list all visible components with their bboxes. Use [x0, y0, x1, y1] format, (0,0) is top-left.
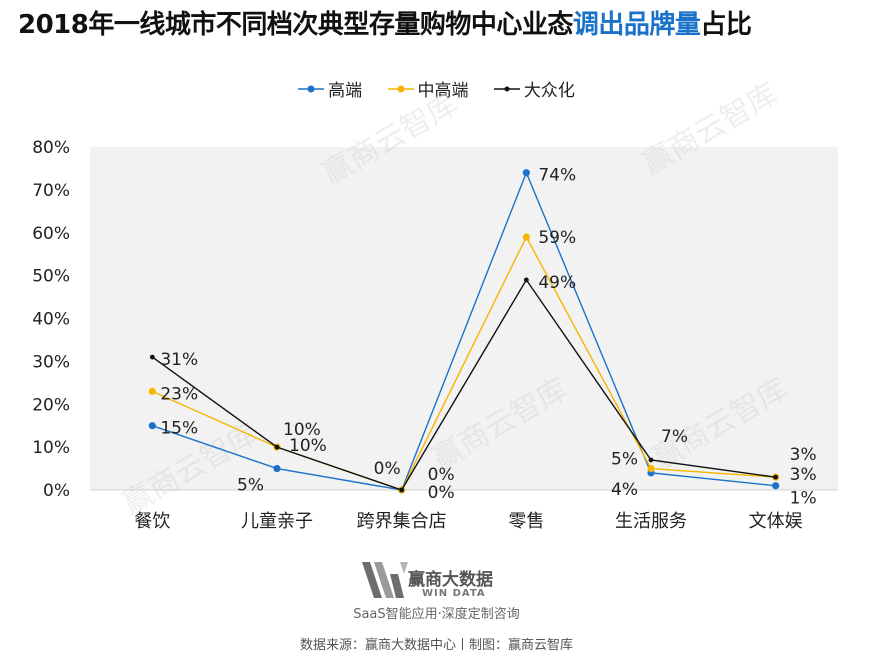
data-point-2-4 [648, 457, 654, 463]
data-point-1-4 [647, 464, 655, 473]
plot-area [90, 147, 838, 490]
data-point-2-2 [399, 487, 405, 493]
win-data-logo [362, 562, 408, 598]
data-label-2-0: 31% [160, 350, 198, 370]
data-label-0-0: 15% [160, 419, 198, 439]
legend-marker-mass [493, 86, 520, 91]
series-line-1 [152, 235, 776, 491]
data-point-0-1 [273, 464, 281, 473]
data-point-2-0 [149, 354, 155, 360]
y-tick-label: 40% [32, 310, 70, 330]
legend-marker-high [298, 85, 325, 92]
data-label-1-2: 0% [428, 465, 455, 485]
legend-label-mass: 大众化 [523, 81, 575, 101]
y-tick-label: 80% [32, 138, 70, 158]
logo-subtext: WIN DATA [422, 588, 486, 599]
data-label-1-5: 3% [790, 465, 817, 485]
legend-item-midhigh: 中高端 [387, 76, 469, 101]
y-tick-label: 10% [32, 438, 70, 458]
chart-title: 2018年一线城市不同档次典型存量购物中心业态调出品牌量占比 [18, 4, 858, 41]
tagline: SaaS智能应用·深度定制咨询 [353, 607, 520, 622]
data-label-2-2: 0% [428, 483, 455, 503]
data-point-0-5 [772, 482, 780, 490]
y-tick-label: 0% [43, 481, 70, 501]
data-label-2-1: 10% [289, 436, 327, 456]
x-tick-label: 生活服务 [615, 511, 687, 532]
data-point-1-0 [148, 387, 156, 395]
x-tick-label: 文体娱 [749, 511, 803, 532]
y-tick-label: 20% [32, 395, 70, 415]
title-part1: 2018年一线城市不同档次典型存量购物中心业态 [18, 10, 573, 40]
data-point-2-1 [274, 444, 280, 450]
data-label-1-3: 59% [538, 228, 576, 248]
data-label-0-5: 1% [790, 489, 817, 509]
legend-label-high: 高端 [328, 81, 363, 101]
y-tick-label: 70% [32, 181, 70, 201]
y-tick-label: 50% [32, 267, 70, 287]
data-label-1-0: 23% [160, 384, 198, 404]
data-source: 数据来源：赢商大数据中心丨制图：赢商云智库 [299, 638, 573, 653]
data-label-1-4: 5% [611, 450, 638, 470]
y-tick-label: 30% [32, 352, 70, 372]
legend-label-midhigh: 中高端 [417, 81, 469, 101]
logo-text: 赢商大数据 [408, 570, 493, 590]
data-label-1-1: 10% [283, 420, 321, 440]
data-point-1-3 [522, 233, 530, 241]
legend-item-mass: 大众化 [493, 76, 575, 101]
data-point-2-5 [773, 474, 779, 480]
x-tick-label: 餐饮 [134, 511, 170, 532]
data-label-0-2: 0% [374, 459, 401, 479]
x-tick-label: 儿童亲子 [241, 511, 313, 532]
data-label-0-4: 4% [611, 480, 638, 500]
y-tick-label: 60% [32, 224, 70, 244]
data-label-0-3: 74% [538, 166, 576, 186]
legend-item-high: 高端 [298, 76, 362, 101]
series-line-0 [152, 170, 776, 491]
title-part2: 占比 [700, 10, 752, 40]
x-tick-label: 零售 [508, 511, 544, 532]
data-label-2-3: 49% [538, 273, 576, 293]
title-highlight: 调出品牌量 [572, 10, 701, 40]
data-point-0-3 [522, 169, 530, 177]
legend-marker-midhigh [387, 85, 414, 92]
x-tick-label: 跨界集合店 [357, 511, 447, 532]
data-point-2-3 [523, 277, 529, 283]
data-label-2-5: 3% [790, 445, 817, 465]
chart-legend: 高端 中高端 大众化 [0, 76, 873, 101]
data-label-0-1: 5% [237, 476, 264, 496]
series-line-2 [151, 278, 776, 491]
data-point-0-0 [148, 422, 156, 430]
data-label-2-4: 7% [661, 427, 688, 447]
